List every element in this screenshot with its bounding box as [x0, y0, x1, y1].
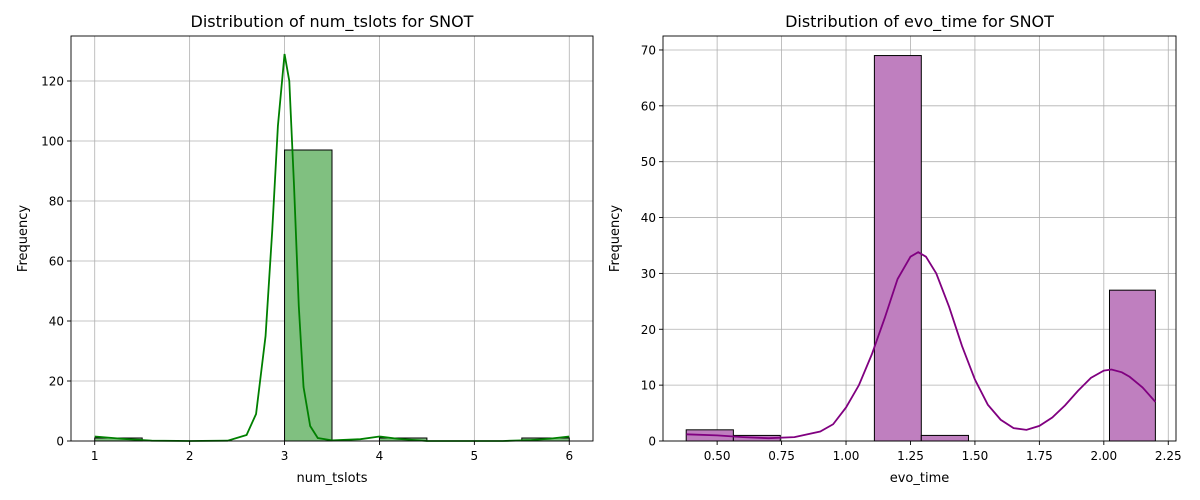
x-tick-label: 4 [376, 449, 384, 463]
y-axis-label: Frequency [16, 205, 31, 272]
y-tick-label: 100 [41, 135, 64, 149]
y-tick-label: 60 [49, 255, 64, 269]
y-tick-label: 80 [49, 195, 64, 209]
y-axis-label: Frequency [608, 205, 623, 272]
y-tick-label: 70 [641, 43, 656, 57]
x-tick-label: 2.00 [1090, 449, 1117, 463]
plot-frame [662, 35, 1177, 442]
x-tick-label: 1.25 [897, 449, 924, 463]
histogram-bar [920, 434, 969, 442]
x-tick-label: 1.75 [1026, 449, 1053, 463]
x-axis-label: num_tslots [297, 471, 368, 486]
y-tick-label: 30 [641, 267, 656, 281]
plot-frame [70, 35, 594, 442]
kde-curve [686, 251, 1157, 440]
y-tick-label: 0 [56, 435, 64, 449]
y-tick-label: 20 [641, 323, 656, 337]
y-tick-label: 40 [49, 315, 64, 329]
x-tick-label: 1.50 [962, 449, 989, 463]
histogram-bar [284, 149, 333, 442]
x-tick-label: 1 [91, 449, 99, 463]
x-tick-label: 6 [565, 449, 573, 463]
y-tick-label: 40 [641, 211, 656, 225]
y-tick-label: 20 [49, 375, 64, 389]
x-tick-label: 0.75 [768, 449, 795, 463]
x-tick-label: 3 [281, 449, 289, 463]
y-tick-label: 0 [648, 435, 656, 449]
y-tick-label: 120 [41, 75, 64, 89]
chart-title: Distribution of evo_time for SNOT [785, 12, 1054, 32]
x-tick-label: 1.00 [833, 449, 860, 463]
x-tick-label: 2.25 [1155, 449, 1182, 463]
histogram-bar [1108, 289, 1156, 442]
y-tick-label: 50 [641, 155, 656, 169]
y-tick-label: 10 [641, 379, 656, 393]
chart-title: Distribution of num_tslots for SNOT [191, 12, 474, 32]
x-tick-label: 5 [471, 449, 479, 463]
x-axis-label: evo_time [890, 471, 950, 486]
histogram-bar [873, 55, 922, 442]
chart-panel-2: 0.50 0.75 1.00 1.25 1.50 1.75 2.00 2.25 0 10 20 30 4… [608, 12, 1182, 486]
y-tick-label: 60 [641, 99, 656, 113]
x-tick-label: 0.50 [704, 449, 731, 463]
x-tick-label: 2 [186, 449, 194, 463]
